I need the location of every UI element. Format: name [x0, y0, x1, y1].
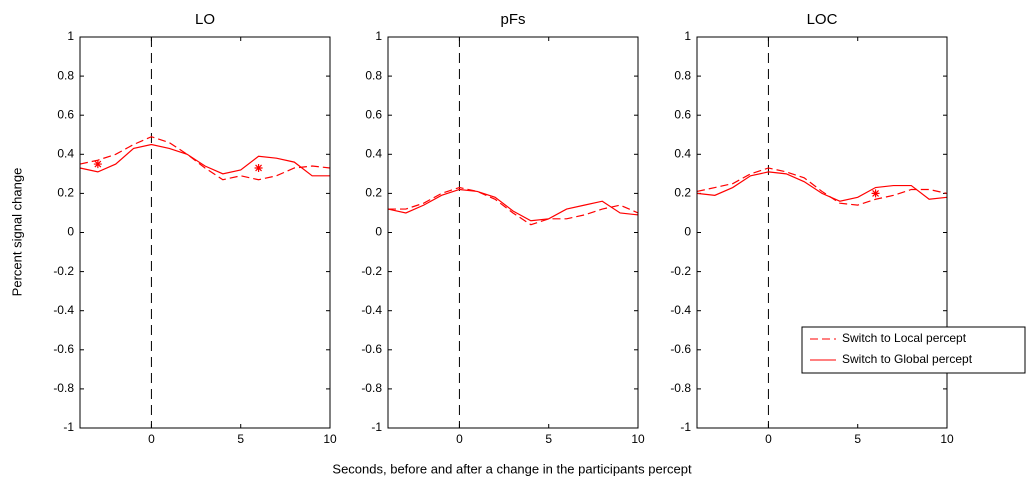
y-tick-label: 0.2	[365, 186, 382, 200]
chart-title: LOC	[807, 11, 838, 28]
legend-label: Switch to Global percept	[842, 352, 973, 366]
y-tick-label: -0.4	[361, 303, 382, 317]
x-tick-label: 10	[940, 432, 954, 446]
y-tick-label: 0.8	[674, 68, 691, 82]
line-series	[79, 143, 330, 177]
x-tick-label: 0	[765, 432, 772, 446]
x-axis-label: Seconds, before and after a change in th…	[332, 461, 692, 476]
y-tick-label: 0.8	[365, 68, 382, 82]
significance-marker	[871, 189, 880, 198]
line-series	[79, 136, 331, 181]
y-tick-label: 1	[375, 29, 382, 43]
x-tick-label: 0	[148, 432, 155, 446]
y-tick-label: 0	[67, 225, 74, 239]
y-tick-label: -0.2	[670, 264, 691, 278]
y-tick-label: -0.8	[670, 381, 691, 395]
y-tick-label: -1	[63, 420, 74, 434]
y-tick-label: 1	[67, 29, 74, 43]
x-tick-label: 10	[631, 432, 645, 446]
line-series	[388, 186, 639, 226]
line-series	[696, 171, 948, 202]
x-tick-label: 5	[237, 432, 244, 446]
y-tick-label: -0.6	[361, 342, 382, 356]
y-tick-label: 0.4	[365, 146, 382, 160]
y-tick-label: -0.2	[53, 264, 74, 278]
y-tick-label: 0	[684, 225, 691, 239]
line-series	[696, 167, 948, 206]
axes-box	[79, 36, 331, 429]
y-tick-label: 0	[375, 225, 382, 239]
line-series	[387, 188, 639, 222]
y-tick-label: -1	[680, 420, 691, 434]
y-tick-label: 1	[684, 29, 691, 43]
y-tick-label: -0.6	[670, 342, 691, 356]
axes-box	[387, 36, 639, 429]
y-tick-label: 0.6	[674, 107, 691, 121]
y-tick-label: 0.4	[674, 146, 691, 160]
y-tick-label: 0.6	[57, 107, 74, 121]
x-tick-label: 5	[854, 432, 861, 446]
y-tick-label: -0.2	[361, 264, 382, 278]
y-tick-label: 0.2	[674, 186, 691, 200]
legend-label: Switch to Local percept	[842, 331, 967, 345]
significance-marker	[93, 160, 102, 169]
y-tick-label: 0.4	[57, 146, 74, 160]
y-tick-label: -1	[371, 420, 382, 434]
y-tick-label: -0.4	[670, 303, 691, 317]
y-tick-label: 0.2	[57, 186, 74, 200]
x-tick-label: 5	[545, 432, 552, 446]
legend-box	[801, 326, 1026, 374]
y-tick-label: -0.6	[53, 342, 74, 356]
y-tick-label: 0.6	[365, 107, 382, 121]
x-tick-label: 10	[323, 432, 337, 446]
y-tick-label: -0.4	[53, 303, 74, 317]
y-tick-label: -0.8	[361, 381, 382, 395]
y-tick-label: -0.8	[53, 381, 74, 395]
axes-box	[696, 36, 948, 429]
chart-title: LO	[195, 11, 215, 28]
y-axis-label: Percent signal change	[9, 168, 24, 297]
chart-title: pFs	[500, 11, 525, 28]
y-tick-label: 0.8	[57, 68, 74, 82]
significance-marker	[254, 163, 263, 172]
x-tick-label: 0	[456, 432, 463, 446]
